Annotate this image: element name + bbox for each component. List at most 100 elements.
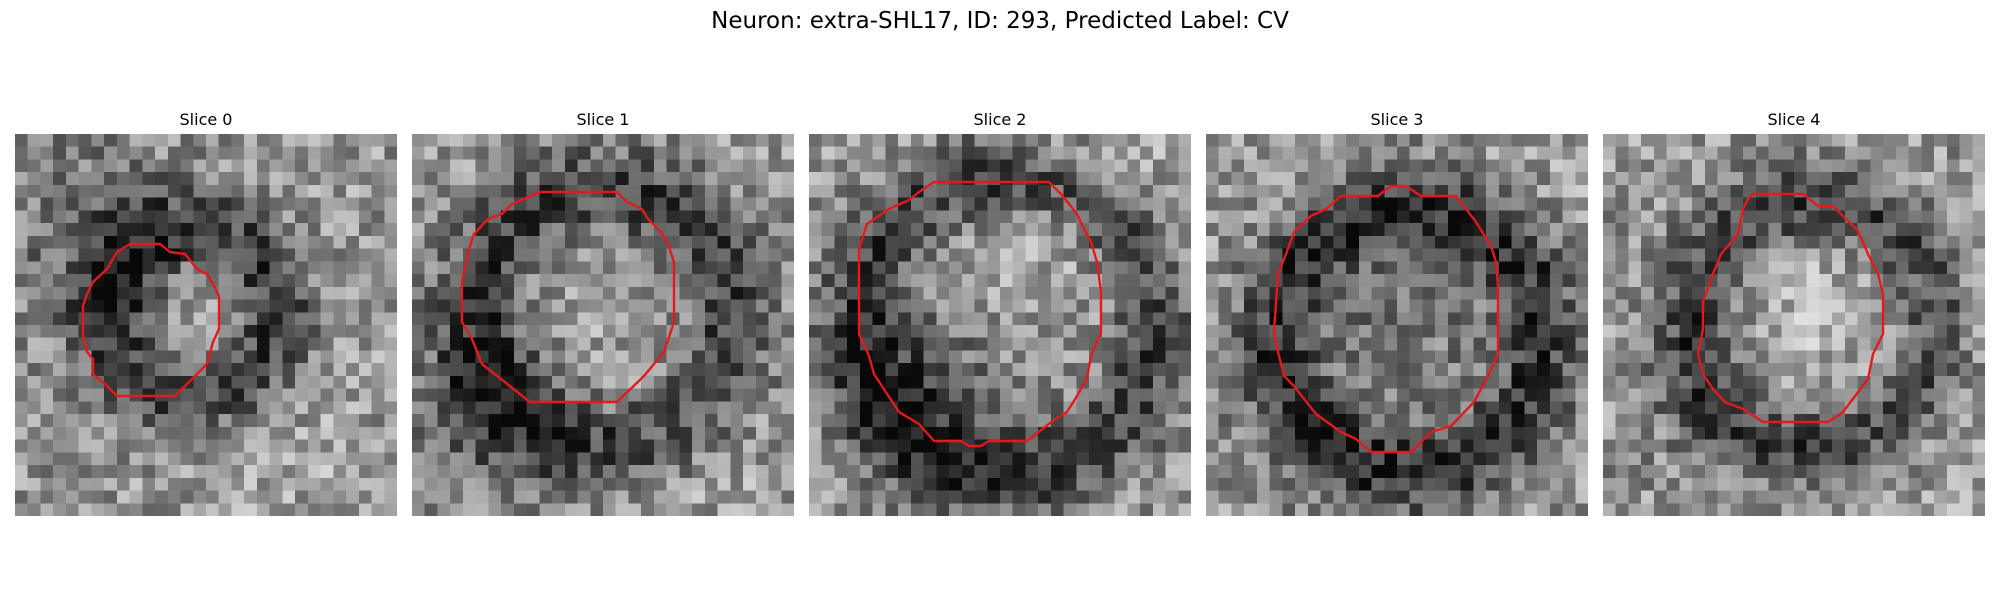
- image-pixel: [450, 223, 464, 237]
- image-pixel: [1231, 134, 1245, 148]
- image-pixel: [295, 248, 309, 262]
- image-pixel: [949, 477, 963, 492]
- image-pixel: [1641, 134, 1655, 148]
- image-pixel: [1806, 452, 1821, 466]
- image-pixel: [346, 235, 360, 250]
- image-pixel: [1562, 159, 1576, 173]
- image-pixel: [987, 363, 1001, 377]
- image-pixel: [384, 414, 397, 428]
- image-pixel: [1615, 337, 1630, 352]
- image-pixel: [462, 490, 477, 504]
- image-pixel: [539, 401, 553, 415]
- image-pixel: [1679, 414, 1693, 428]
- image-pixel: [1781, 299, 1795, 313]
- image-pixel: [206, 452, 220, 466]
- image-pixel: [679, 439, 693, 453]
- image-pixel: [1397, 312, 1411, 326]
- image-pixel: [65, 146, 80, 161]
- image-pixel: [1794, 490, 1808, 504]
- image-pixel: [1244, 248, 1258, 262]
- image-pixel: [809, 134, 823, 148]
- image-pixel: [91, 350, 105, 364]
- image-pixel: [384, 274, 397, 288]
- image-pixel: [692, 426, 706, 441]
- image-pixel: [40, 337, 54, 352]
- image-pixel: [104, 134, 118, 148]
- image-pixel: [730, 197, 744, 211]
- image-pixel: [1806, 159, 1821, 173]
- image-pixel: [91, 261, 105, 275]
- image-pixel: [1692, 261, 1706, 275]
- image-pixel: [1050, 401, 1065, 415]
- image-pixel: [1409, 325, 1424, 339]
- image-pixel: [1012, 375, 1027, 390]
- image-pixel: [1422, 299, 1436, 313]
- image-pixel: [1025, 439, 1039, 453]
- image-pixel: [1615, 477, 1630, 492]
- image-pixel: [1050, 134, 1065, 148]
- image-pixel: [615, 159, 630, 173]
- image-pixel: [564, 375, 579, 390]
- image-pixel: [91, 223, 105, 237]
- image-pixel: [552, 363, 566, 377]
- image-pixel: [961, 477, 976, 492]
- image-pixel: [40, 452, 54, 466]
- image-pixel: [27, 274, 42, 288]
- image-pixel: [78, 210, 92, 224]
- image-pixel: [307, 235, 322, 250]
- image-pixel: [1832, 197, 1846, 211]
- image-pixel: [1653, 235, 1668, 250]
- image-pixel: [384, 299, 397, 313]
- image-pixel: [78, 159, 92, 173]
- image-pixel: [180, 197, 194, 211]
- image-pixel: [1704, 159, 1719, 173]
- image-pixel: [27, 337, 42, 352]
- image-pixel: [1244, 363, 1258, 377]
- image-pixel: [692, 210, 706, 224]
- image-pixel: [1025, 274, 1039, 288]
- image-pixel: [142, 299, 156, 313]
- image-pixel: [781, 388, 794, 402]
- image-pixel: [628, 134, 642, 148]
- image-pixel: [1895, 503, 1910, 516]
- image-pixel: [424, 223, 439, 237]
- image-pixel: [282, 172, 296, 186]
- image-pixel: [1628, 375, 1642, 390]
- image-pixel: [1934, 350, 1948, 364]
- image-pixel: [206, 439, 220, 453]
- image-pixel: [346, 134, 360, 148]
- image-pixel: [1666, 388, 1680, 402]
- image-pixel: [834, 426, 848, 441]
- image-pixel: [1114, 223, 1128, 237]
- image-pixel: [898, 388, 912, 402]
- image-pixel: [53, 350, 67, 364]
- image-pixel: [755, 172, 770, 186]
- image-pixel: [78, 261, 92, 275]
- image-pixel: [116, 197, 131, 211]
- image-pixel: [641, 465, 655, 479]
- image-pixel: [641, 286, 655, 301]
- image-pixel: [1076, 325, 1090, 339]
- image-pixel: [1768, 439, 1782, 453]
- image-pixel: [653, 159, 668, 173]
- image-pixel: [1244, 134, 1258, 148]
- image-pixel: [104, 426, 118, 441]
- image-pixel: [180, 134, 194, 148]
- image-pixel: [1307, 503, 1322, 516]
- image-pixel: [320, 439, 334, 453]
- image-pixel: [987, 172, 1001, 186]
- image-pixel: [1231, 299, 1245, 313]
- image-pixel: [1307, 248, 1322, 262]
- image-pixel: [1473, 299, 1487, 313]
- image-pixel: [1692, 388, 1706, 402]
- image-pixel: [936, 210, 950, 224]
- image-pixel: [1959, 134, 1973, 148]
- image-pixel: [1857, 197, 1871, 211]
- image-pixel: [412, 490, 426, 504]
- image-pixel: [1206, 401, 1220, 415]
- image-pixel: [78, 490, 92, 504]
- image-pixel: [1435, 286, 1449, 301]
- image-pixel: [704, 503, 719, 516]
- image-pixel: [218, 235, 233, 250]
- image-pixel: [949, 388, 963, 402]
